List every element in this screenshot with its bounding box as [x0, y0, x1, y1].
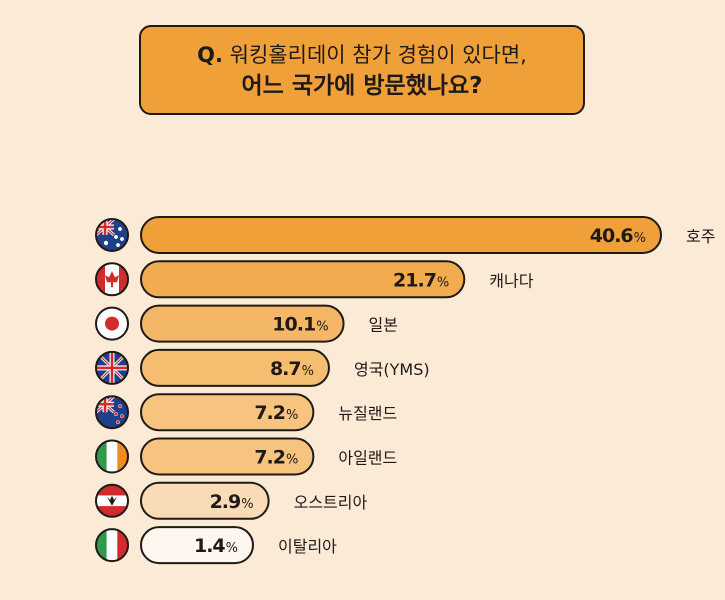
- data-label: 1.4%: [194, 535, 238, 557]
- bar-row: 40.6% 호주: [95, 216, 715, 254]
- category-label: 영국(YMS): [354, 360, 430, 379]
- data-label: 7.2%: [254, 402, 298, 424]
- data-label: 2.9%: [210, 491, 254, 513]
- question-title-box: Q. 워킹홀리데이 참가 경험이 있다면, 어느 국가에 방문했나요?: [139, 25, 585, 115]
- bar: [140, 348, 330, 387]
- category-label: 뉴질랜드: [338, 404, 397, 423]
- data-label: 21.7%: [393, 269, 449, 291]
- bar-row: 7.2% 뉴질랜드: [95, 393, 397, 432]
- bar-row: 7.2% 아일랜드: [95, 437, 397, 476]
- category-label: 오스트리아: [294, 493, 368, 512]
- bar: [140, 260, 466, 299]
- question-title-line1: Q. 워킹홀리데이 참가 경험이 있다면,: [141, 40, 583, 70]
- category-label: 호주: [686, 227, 715, 246]
- category-label: 아일랜드: [338, 449, 397, 468]
- italy-flag-icon: [96, 529, 128, 562]
- category-label: 캐나다: [489, 271, 533, 290]
- ireland-flag-icon: [96, 440, 128, 473]
- question-mark-label: Q.: [197, 43, 223, 67]
- bar-row: 1.4% 이탈리아: [95, 526, 337, 565]
- category-label: 일본: [369, 316, 398, 335]
- bar: [140, 216, 662, 254]
- question-text-line1: 워킹홀리데이 참가 경험이 있다면,: [229, 43, 527, 67]
- bar: [140, 393, 315, 432]
- bar-row: 2.9% 오스트리아: [95, 481, 368, 520]
- data-label: 7.2%: [254, 447, 298, 469]
- data-label: 10.1%: [272, 314, 328, 336]
- category-label: 이탈리아: [278, 537, 337, 556]
- data-label: 40.6%: [590, 225, 646, 247]
- data-label: 8.7%: [270, 358, 314, 380]
- bar: [140, 481, 270, 520]
- bar-row: 21.7% 캐나다: [95, 260, 534, 299]
- bar-row: 8.7% 영국(YMS): [95, 348, 430, 387]
- bar: [140, 526, 254, 565]
- austria-flag-icon: [96, 484, 128, 517]
- bar-row: 10.1% 일본: [95, 304, 398, 343]
- question-title-line2: 어느 국가에 방문했나요?: [241, 73, 483, 99]
- bar: [140, 437, 315, 476]
- bar: [140, 304, 345, 343]
